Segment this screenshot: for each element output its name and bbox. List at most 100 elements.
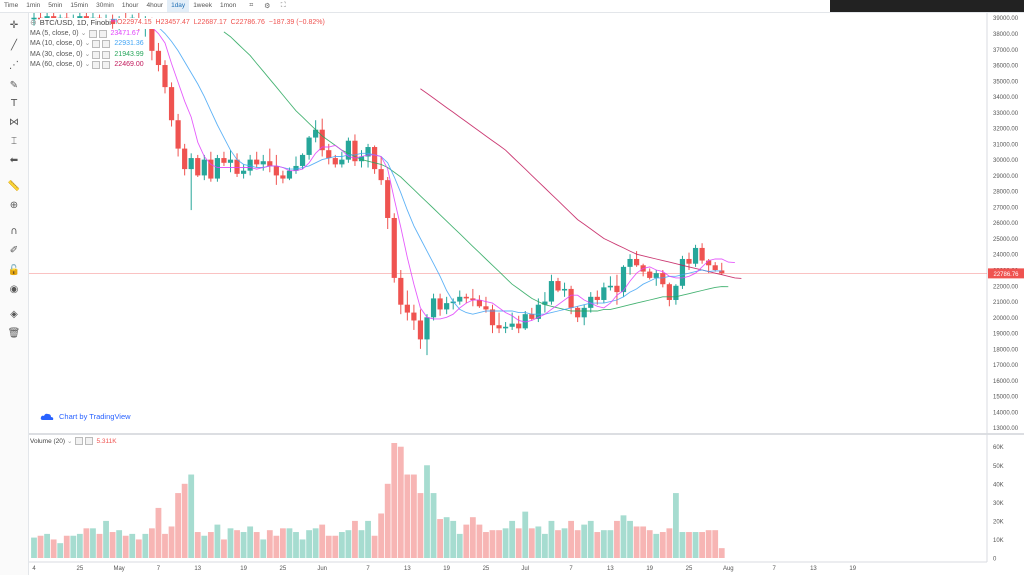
chevron-down-icon[interactable]: ⌄ xyxy=(84,40,91,47)
price-tick-label: 39000.00 xyxy=(993,16,1019,22)
close-box-icon[interactable] xyxy=(102,61,111,70)
volume-bar xyxy=(149,528,155,558)
volume-bar xyxy=(37,535,44,558)
time-tick-label: 25 xyxy=(483,566,490,572)
close-box-icon[interactable] xyxy=(102,40,111,49)
last-price-badge xyxy=(988,268,1024,279)
pattern-icon[interactable]: ⋈ xyxy=(9,116,19,128)
volume-bar xyxy=(430,493,437,558)
timeframe-30min[interactable]: 30min xyxy=(96,2,114,9)
timeframe-1min[interactable]: 1min xyxy=(26,2,41,9)
ma-legend-row: MA (30, close, 0) ⌄ 21943.99 xyxy=(30,50,325,61)
fullscreen-icon[interactable]: ⛶ xyxy=(280,2,286,9)
volume-bar xyxy=(57,543,64,558)
timeframe-1hour[interactable]: 1hour xyxy=(121,2,139,9)
settings-box-icon[interactable] xyxy=(92,50,101,59)
candle-body xyxy=(457,296,463,302)
candle-body xyxy=(516,323,522,329)
candle-body xyxy=(719,270,725,274)
candle-body xyxy=(450,301,456,304)
chevron-down-icon[interactable]: ⌄ xyxy=(80,29,87,37)
volume-bar xyxy=(142,533,149,558)
candle-body xyxy=(489,309,496,326)
ma-label: MA (10, close, 0) xyxy=(30,40,83,47)
volume-bar xyxy=(404,474,411,558)
candle-body xyxy=(398,277,404,305)
volume-bar xyxy=(692,532,699,558)
eye-icon[interactable]: ◉ xyxy=(9,283,19,295)
volume-bar xyxy=(489,530,496,558)
candle-body xyxy=(175,120,181,149)
timeframe-4hour[interactable]: 4hour xyxy=(146,2,164,9)
symbol-label: BTC/USD, 1D, Finobi xyxy=(39,18,111,29)
timeframe-1week[interactable]: 1week xyxy=(193,2,212,9)
volume-bar xyxy=(371,535,378,558)
candle-body xyxy=(404,304,410,313)
trend-line-icon[interactable]: ╱ xyxy=(10,39,18,51)
timeframe-1mon[interactable]: 1mon xyxy=(219,2,237,9)
candle-body xyxy=(162,65,168,88)
volume-bar xyxy=(207,532,214,558)
candle-body xyxy=(568,288,574,308)
time-tick-label: May xyxy=(113,566,124,572)
tradingview-watermark[interactable]: Chart by TradingView xyxy=(40,412,131,421)
text-tool-icon[interactable]: T xyxy=(10,97,18,109)
timeframe-15min[interactable]: 15min xyxy=(70,2,89,9)
candle-body xyxy=(378,169,384,181)
candle-body xyxy=(483,306,489,310)
close-box-icon[interactable] xyxy=(102,50,111,59)
chart-legend: ⊖ BTC/USD, 1D, Finobi O22974.15 H23457.4… xyxy=(30,18,325,71)
settings-box-icon[interactable] xyxy=(92,40,101,49)
magnet-icon[interactable]: ∩ xyxy=(10,225,18,237)
candle-body xyxy=(509,323,515,327)
chevron-down-icon[interactable]: ⌄ xyxy=(84,50,91,58)
candle-body xyxy=(83,16,89,20)
candle-body xyxy=(195,158,201,176)
ruler-icon[interactable]: 📏 xyxy=(7,180,21,192)
timeframe-Time[interactable]: Time xyxy=(4,2,19,9)
brush-icon[interactable]: ✎ xyxy=(9,79,19,91)
settings-box-icon[interactable] xyxy=(92,61,101,70)
candle-body xyxy=(208,159,214,179)
zoom-in-icon[interactable]: ⊕ xyxy=(9,199,19,211)
volume-bar xyxy=(666,528,673,558)
lock-drawing-icon[interactable]: ✐ xyxy=(9,244,19,256)
time-tick-label: 19 xyxy=(443,566,450,572)
volume-tick-label: 20K xyxy=(993,519,1004,525)
measure-icon[interactable]: ⌶ xyxy=(11,135,17,147)
chevron-down-icon[interactable]: ⌄ xyxy=(84,61,91,68)
candle-body xyxy=(522,314,528,329)
close-box-icon[interactable] xyxy=(84,437,93,445)
settings-box-icon[interactable] xyxy=(88,29,97,38)
chevron-down-icon[interactable]: ⌄ xyxy=(67,438,73,445)
crosshair-icon[interactable]: ✛ xyxy=(9,19,19,31)
close-box-icon[interactable] xyxy=(98,29,107,38)
chart-type-icon[interactable]: ⌗ xyxy=(249,2,254,9)
settings-box-icon[interactable] xyxy=(74,437,83,445)
timeframe-1day[interactable]: 1day xyxy=(167,0,190,12)
volume-bar xyxy=(391,443,398,558)
cloud-icon xyxy=(40,413,54,420)
candle-body xyxy=(326,150,332,159)
collapse-icon[interactable]: ⊖ xyxy=(30,18,37,27)
volume-bar xyxy=(378,513,385,558)
lock-icon[interactable]: 🔓 xyxy=(7,264,21,276)
candle-body xyxy=(627,258,633,267)
back-arrow-icon[interactable]: ⬅ xyxy=(9,154,19,166)
candle-body xyxy=(352,140,358,162)
candle-body xyxy=(699,247,705,261)
pitchfork-icon[interactable]: ⋰ xyxy=(9,59,19,71)
settings-icon[interactable]: ⚙ xyxy=(264,3,271,10)
candle-body xyxy=(214,158,220,179)
layers-icon[interactable]: ◈ xyxy=(10,308,18,320)
trash-icon[interactable]: 🗑 xyxy=(7,327,21,339)
candle-body xyxy=(319,129,325,151)
candle-body xyxy=(417,320,424,340)
volume-bar xyxy=(450,520,457,558)
time-tick-label: 19 xyxy=(849,566,856,572)
timeframe-5min[interactable]: 5min xyxy=(48,2,63,9)
volume-bar xyxy=(83,528,90,558)
volume-bar xyxy=(443,517,450,558)
volume-bar xyxy=(542,533,548,558)
